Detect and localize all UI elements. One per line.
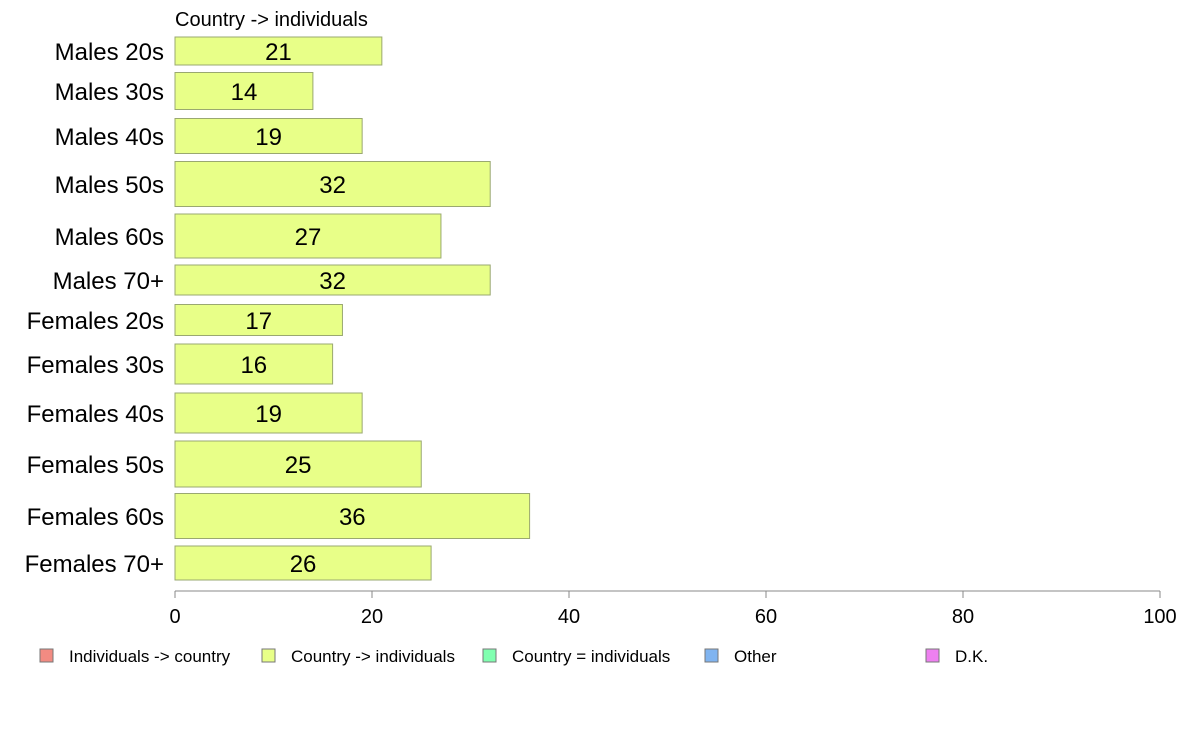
bar [174, 264, 491, 296]
category-label: Males 50s [55, 172, 164, 199]
legend-swatch [39, 648, 54, 663]
bar [174, 161, 491, 207]
data-label: 19 [255, 124, 282, 151]
x-tick-label: 80 [952, 606, 974, 628]
panel-title: Country -> individuals [175, 9, 368, 31]
data-label: 25 [285, 452, 312, 479]
data-label: 17 [245, 308, 272, 335]
x-tick-label: 60 [755, 606, 777, 628]
category-label: Males 40s [55, 124, 164, 151]
category-label: Females 40s [27, 401, 164, 428]
bar [174, 213, 442, 259]
legend-label: Country = individuals [512, 647, 670, 666]
data-label: 32 [319, 268, 346, 295]
data-label: 21 [265, 39, 292, 66]
category-label: Females 20s [27, 308, 164, 335]
x-axis: 0 20 40 60 80 100 [169, 590, 1177, 628]
data-label: 16 [240, 352, 267, 379]
data-label: 26 [290, 551, 317, 578]
legend-label: Country -> individuals [291, 647, 455, 666]
category-label: Males 60s [55, 224, 164, 251]
legend-swatch [261, 648, 276, 663]
bar [174, 392, 363, 434]
x-tick-label: 40 [558, 606, 580, 628]
category-label: Females 50s [27, 452, 164, 479]
bar [174, 545, 432, 581]
category-label: Females 30s [27, 352, 164, 379]
bar [174, 304, 343, 336]
legend-label: D.K. [955, 647, 988, 666]
bar [174, 440, 422, 488]
legend-swatch [482, 648, 497, 663]
category-label: Females 60s [27, 504, 164, 531]
category-label: Males 20s [55, 39, 164, 66]
bar [174, 72, 314, 110]
bars-group: Males 20s 21 Males 30s 14 Males 40s 19 Males 5… [25, 36, 531, 581]
legend: Individuals -> country Country -> individ… [39, 647, 988, 666]
data-label: 27 [295, 224, 322, 251]
x-tick-label: 20 [361, 606, 383, 628]
legend-label: Individuals -> country [69, 647, 231, 666]
bar [174, 36, 383, 66]
x-tick-label: 0 [169, 606, 180, 628]
data-label: 14 [231, 79, 258, 106]
legend-swatch [704, 648, 719, 663]
category-label: Females 70+ [25, 551, 164, 578]
x-tick-label: 100 [1143, 606, 1176, 628]
category-label: Males 70+ [53, 268, 164, 295]
data-label: 19 [255, 401, 282, 428]
bar [174, 343, 334, 385]
legend-swatch [925, 648, 940, 663]
data-label: 32 [319, 172, 346, 199]
category-label: Males 30s [55, 79, 164, 106]
bar [174, 118, 363, 154]
data-label: 36 [339, 504, 366, 531]
bar [174, 493, 531, 539]
legend-label: Other [734, 647, 777, 666]
